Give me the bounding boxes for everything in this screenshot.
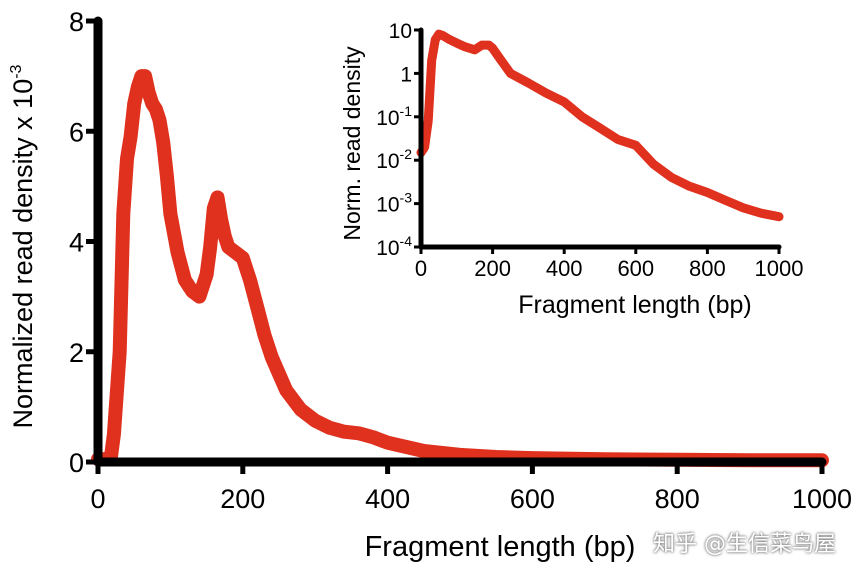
main-y-tick-label: 8 — [69, 7, 84, 37]
main-x-tick-label: 600 — [510, 484, 555, 514]
inset-y-tick-label: 10-3 — [376, 190, 412, 217]
inset-y-tick-base: 10 — [376, 237, 399, 260]
inset-x-tick-label: 200 — [474, 256, 511, 281]
inset-y-tick-base: 1 — [400, 63, 412, 86]
main-x-tick-label: 0 — [90, 484, 105, 514]
main-y-tick-label: 4 — [69, 228, 84, 258]
inset-x-tick-label: 800 — [689, 256, 726, 281]
main-plot: 0 200 400 600 800 1000 0 2 4 6 8 Fragment length … — [8, 7, 852, 563]
main-y-tick-label: 0 — [69, 448, 84, 478]
inset-y-tick-exponent: -4 — [400, 233, 413, 249]
inset-y-tick-label: 10 — [389, 20, 412, 43]
main-y-axis-title-text: Normalized read density x 10 — [8, 79, 38, 429]
inset-y-tick-exponent: -1 — [400, 103, 413, 119]
main-y-axis-title: Normalized read density x 10-3 — [8, 64, 38, 428]
main-y-axis-title-exponent: -3 — [8, 64, 25, 78]
main-x-ticks: 0 200 400 600 800 1000 — [90, 462, 852, 514]
inset-y-tick-label: 10-1 — [376, 103, 412, 130]
inset-y-tick-exponent: -3 — [400, 190, 413, 206]
main-y-tick-label: 6 — [69, 117, 84, 147]
main-x-tick-label: 200 — [220, 484, 265, 514]
inset-y-tick-base: 10 — [376, 150, 399, 173]
inset-y-tick-label: 10-2 — [376, 146, 412, 173]
main-x-tick-label: 400 — [365, 484, 410, 514]
watermark: 知乎 @生信菜鸟屋 — [653, 532, 836, 557]
inset-y-tick-label: 10-4 — [376, 233, 412, 260]
inset-y-tick-exponent: -2 — [400, 146, 413, 162]
main-x-axis-title: Fragment length (bp) — [365, 531, 636, 563]
main-y-tick-label: 2 — [69, 338, 84, 368]
inset-x-tick-label: 600 — [617, 256, 654, 281]
main-series-line — [91, 69, 829, 468]
inset-x-axis-title: Fragment length (bp) — [518, 291, 751, 319]
inset-y-tick-label: 1 — [400, 63, 412, 86]
inset-x-tick-label: 0 — [415, 256, 427, 281]
inset-x-ticks: 0 200 400 600 800 1000 — [415, 247, 804, 281]
inset-series-line — [416, 29, 784, 222]
main-y-ticks: 0 2 4 6 8 — [69, 7, 98, 478]
main-x-tick-label: 1000 — [792, 484, 852, 514]
inset-y-axis-title: Norm. read density — [339, 46, 365, 241]
inset-y-tick-base: 10 — [389, 20, 412, 43]
inset-x-tick-label: 1000 — [755, 256, 804, 281]
inset-y-tick-base: 10 — [376, 107, 399, 130]
inset-y-tick-base: 10 — [376, 194, 399, 217]
inset-x-tick-label: 400 — [546, 256, 583, 281]
main-x-tick-label: 800 — [655, 484, 700, 514]
